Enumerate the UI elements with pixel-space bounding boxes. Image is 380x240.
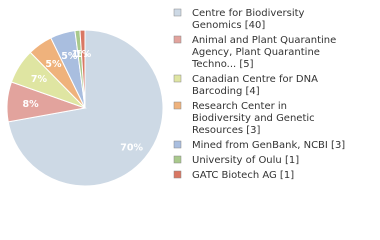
legend-label: Centre for Biodiversity Genomics [40]: [192, 8, 305, 31]
slice-label: 8%: [23, 99, 40, 110]
pie-slice: [79, 29, 86, 109]
legend-swatch: [173, 74, 182, 83]
slice-label: 5%: [45, 59, 62, 70]
slice-label: 5%: [61, 51, 78, 62]
slice-label: 7%: [31, 74, 48, 85]
legend-label: Mined from GenBank, NCBI [3]: [192, 140, 345, 151]
legend-swatch: [173, 170, 182, 179]
legend-swatch: [173, 140, 182, 149]
legend-swatch: [173, 35, 182, 44]
slice-label: 1%: [72, 49, 89, 60]
legend-label: GATC Biotech AG [1]: [192, 170, 294, 181]
legend-label: University of Oulu [1]: [192, 155, 299, 166]
slice-label: 1%: [75, 49, 92, 60]
legend-label: Research Center in Biodiversity and Genet…: [192, 101, 315, 136]
slice-label: 70%: [120, 143, 143, 154]
legend-swatch: [173, 101, 182, 110]
legend-label: Animal and Plant Quarantine Agency, Plant…: [191, 35, 336, 70]
legend-swatch: [173, 8, 182, 17]
legend-label: Canadian Centre for DNA Barcoding [4]: [192, 74, 318, 97]
legend-swatch: [173, 155, 182, 164]
